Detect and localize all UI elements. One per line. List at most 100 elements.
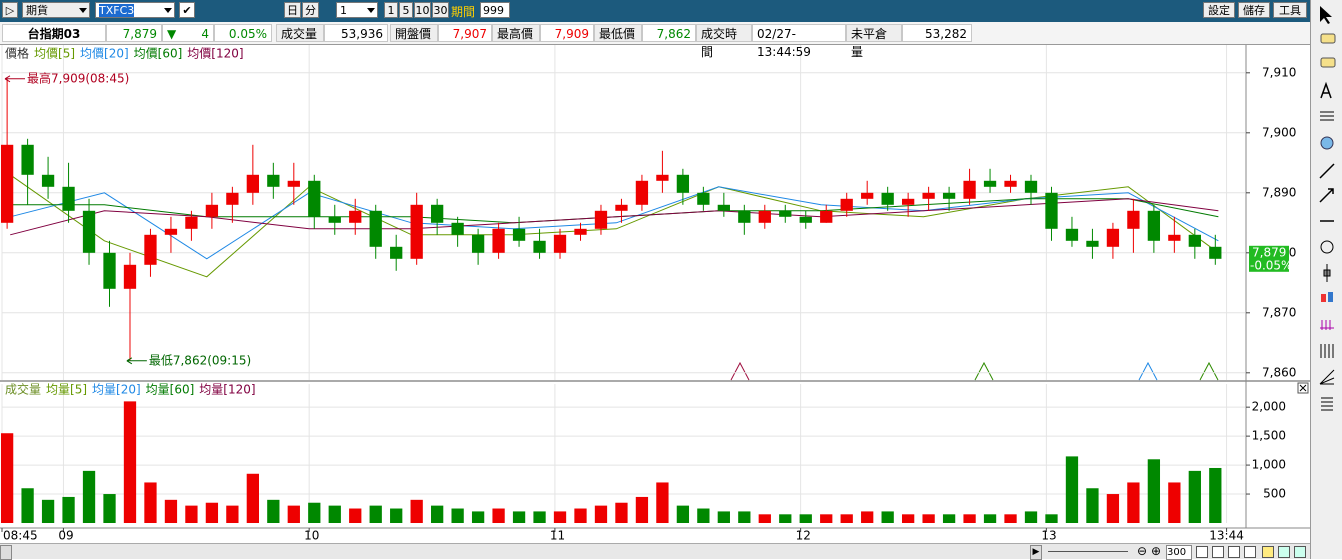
field-value: 53,282 bbox=[902, 24, 972, 42]
volume-bar bbox=[758, 514, 771, 523]
market-select[interactable]: 期貨 bbox=[22, 2, 90, 18]
candle-body bbox=[287, 180, 300, 187]
candle-body bbox=[431, 204, 444, 223]
period-label: 期間 bbox=[451, 5, 476, 19]
settings-button[interactable]: 設定 bbox=[1203, 2, 1235, 18]
volume-bar bbox=[901, 514, 915, 523]
symbol-input[interactable]: TXFC3 bbox=[95, 2, 175, 18]
volume-bar bbox=[123, 401, 137, 523]
signal-marker bbox=[1199, 361, 1219, 381]
quote-price: 7,879 bbox=[106, 24, 162, 42]
volume-bar bbox=[574, 508, 587, 523]
volume-bar bbox=[82, 470, 96, 523]
zoom-input[interactable]: 300 bbox=[1166, 545, 1192, 560]
chart-background bbox=[0, 44, 1310, 543]
view-button[interactable] bbox=[1278, 546, 1290, 558]
fib-tool[interactable] bbox=[1320, 320, 1334, 330]
checkbox[interactable]: ✔ bbox=[179, 2, 195, 18]
view-button[interactable] bbox=[1228, 546, 1240, 558]
annotation-text: 最低7,862(09:15) bbox=[149, 353, 251, 367]
field-value: 02/27-13:44:59 bbox=[752, 24, 846, 59]
volume-bar bbox=[21, 488, 34, 523]
candle-body bbox=[574, 228, 587, 235]
quote-change-pct: 0.05% bbox=[214, 24, 272, 42]
candle-body bbox=[1106, 228, 1120, 247]
view-button[interactable] bbox=[1196, 546, 1208, 558]
pointer-tool[interactable] bbox=[1320, 6, 1332, 24]
candle-body bbox=[779, 210, 792, 217]
field-label: 成交量 bbox=[276, 24, 324, 42]
minute-button[interactable]: 分 bbox=[302, 2, 319, 18]
close-button[interactable] bbox=[1297, 382, 1309, 394]
play-button[interactable]: ▷ bbox=[2, 2, 18, 18]
candle-body bbox=[820, 210, 833, 223]
candle-body bbox=[533, 240, 546, 253]
legend-entry: 均價[120] bbox=[187, 47, 243, 61]
candle-body bbox=[1127, 210, 1140, 229]
tools-button[interactable]: 工具 bbox=[1273, 2, 1307, 18]
view-button[interactable] bbox=[1212, 546, 1224, 558]
zoom-out[interactable]: ⊖ bbox=[1137, 544, 1148, 558]
zoom-in[interactable]: ⊕ bbox=[1151, 544, 1162, 558]
volume-bar bbox=[267, 499, 280, 523]
signal-marker bbox=[730, 361, 750, 381]
legend-entry: 均量[60] bbox=[146, 383, 195, 397]
grid-tool[interactable] bbox=[1320, 344, 1334, 358]
candle-body bbox=[1188, 234, 1201, 247]
eraser-all-tool[interactable] bbox=[1320, 57, 1336, 68]
volume-bar bbox=[1127, 482, 1140, 523]
volume-bar bbox=[410, 499, 423, 523]
volume-bar bbox=[512, 511, 526, 523]
close-icon[interactable] bbox=[1299, 384, 1307, 392]
day-button[interactable]: 日 bbox=[284, 2, 301, 18]
period-input[interactable]: 999 bbox=[480, 2, 510, 18]
bar-tool[interactable] bbox=[1328, 292, 1333, 302]
hline-tool[interactable] bbox=[1320, 111, 1334, 121]
candle-body bbox=[62, 186, 75, 211]
scroll-left[interactable] bbox=[0, 545, 12, 560]
ray-tool[interactable] bbox=[1319, 188, 1334, 203]
volume-bar bbox=[1106, 494, 1120, 523]
candle-tool[interactable] bbox=[1323, 264, 1331, 282]
field-label: 未平倉量 bbox=[846, 24, 902, 59]
y-tick-label: 7,910 bbox=[1262, 65, 1296, 79]
candle-body bbox=[881, 192, 894, 205]
volume-bar bbox=[676, 505, 690, 523]
channel-tool[interactable] bbox=[1321, 397, 1333, 411]
candle-body bbox=[103, 252, 116, 289]
quick-button[interactable]: 30 bbox=[432, 2, 449, 18]
legend-entry: 成交量 bbox=[5, 382, 41, 397]
view-button[interactable] bbox=[1262, 546, 1274, 558]
field-label: 最高價 bbox=[492, 24, 540, 42]
candle-body bbox=[0, 144, 14, 223]
quick-button[interactable]: 10 bbox=[414, 2, 431, 18]
quick-button[interactable]: 1 bbox=[384, 2, 398, 18]
candle-body bbox=[594, 210, 608, 229]
volume-bar bbox=[594, 505, 608, 523]
volume-bar bbox=[1188, 470, 1201, 523]
zoom-slider[interactable] bbox=[1048, 551, 1128, 552]
x-tick-label: 10 bbox=[304, 529, 319, 543]
volume-bar bbox=[164, 499, 178, 523]
line-tool[interactable] bbox=[1319, 163, 1335, 179]
quick-button[interactable]: 5 bbox=[399, 2, 413, 18]
eraser-tool[interactable] bbox=[1320, 33, 1336, 44]
legend-entry: 均量[120] bbox=[199, 383, 255, 397]
scroll-right[interactable]: ▶ bbox=[1030, 545, 1042, 560]
candle-body bbox=[901, 198, 915, 205]
fill-tool[interactable] bbox=[1320, 136, 1334, 150]
candle-body bbox=[717, 204, 730, 211]
bar-tool[interactable] bbox=[1321, 294, 1326, 302]
text-tool[interactable] bbox=[1320, 81, 1332, 99]
volume-bar bbox=[287, 505, 300, 523]
interval-select[interactable]: 1 bbox=[336, 2, 378, 18]
circle-tool[interactable] bbox=[1320, 240, 1334, 254]
field-value: 53,936 bbox=[324, 24, 388, 42]
fan-tool[interactable] bbox=[1319, 369, 1335, 385]
candle-body bbox=[553, 234, 567, 253]
volume-bar bbox=[533, 511, 546, 523]
save-button[interactable]: 儲存 bbox=[1238, 2, 1270, 18]
view-button[interactable] bbox=[1294, 546, 1306, 558]
candle-body bbox=[758, 210, 771, 223]
view-button[interactable] bbox=[1244, 546, 1256, 558]
